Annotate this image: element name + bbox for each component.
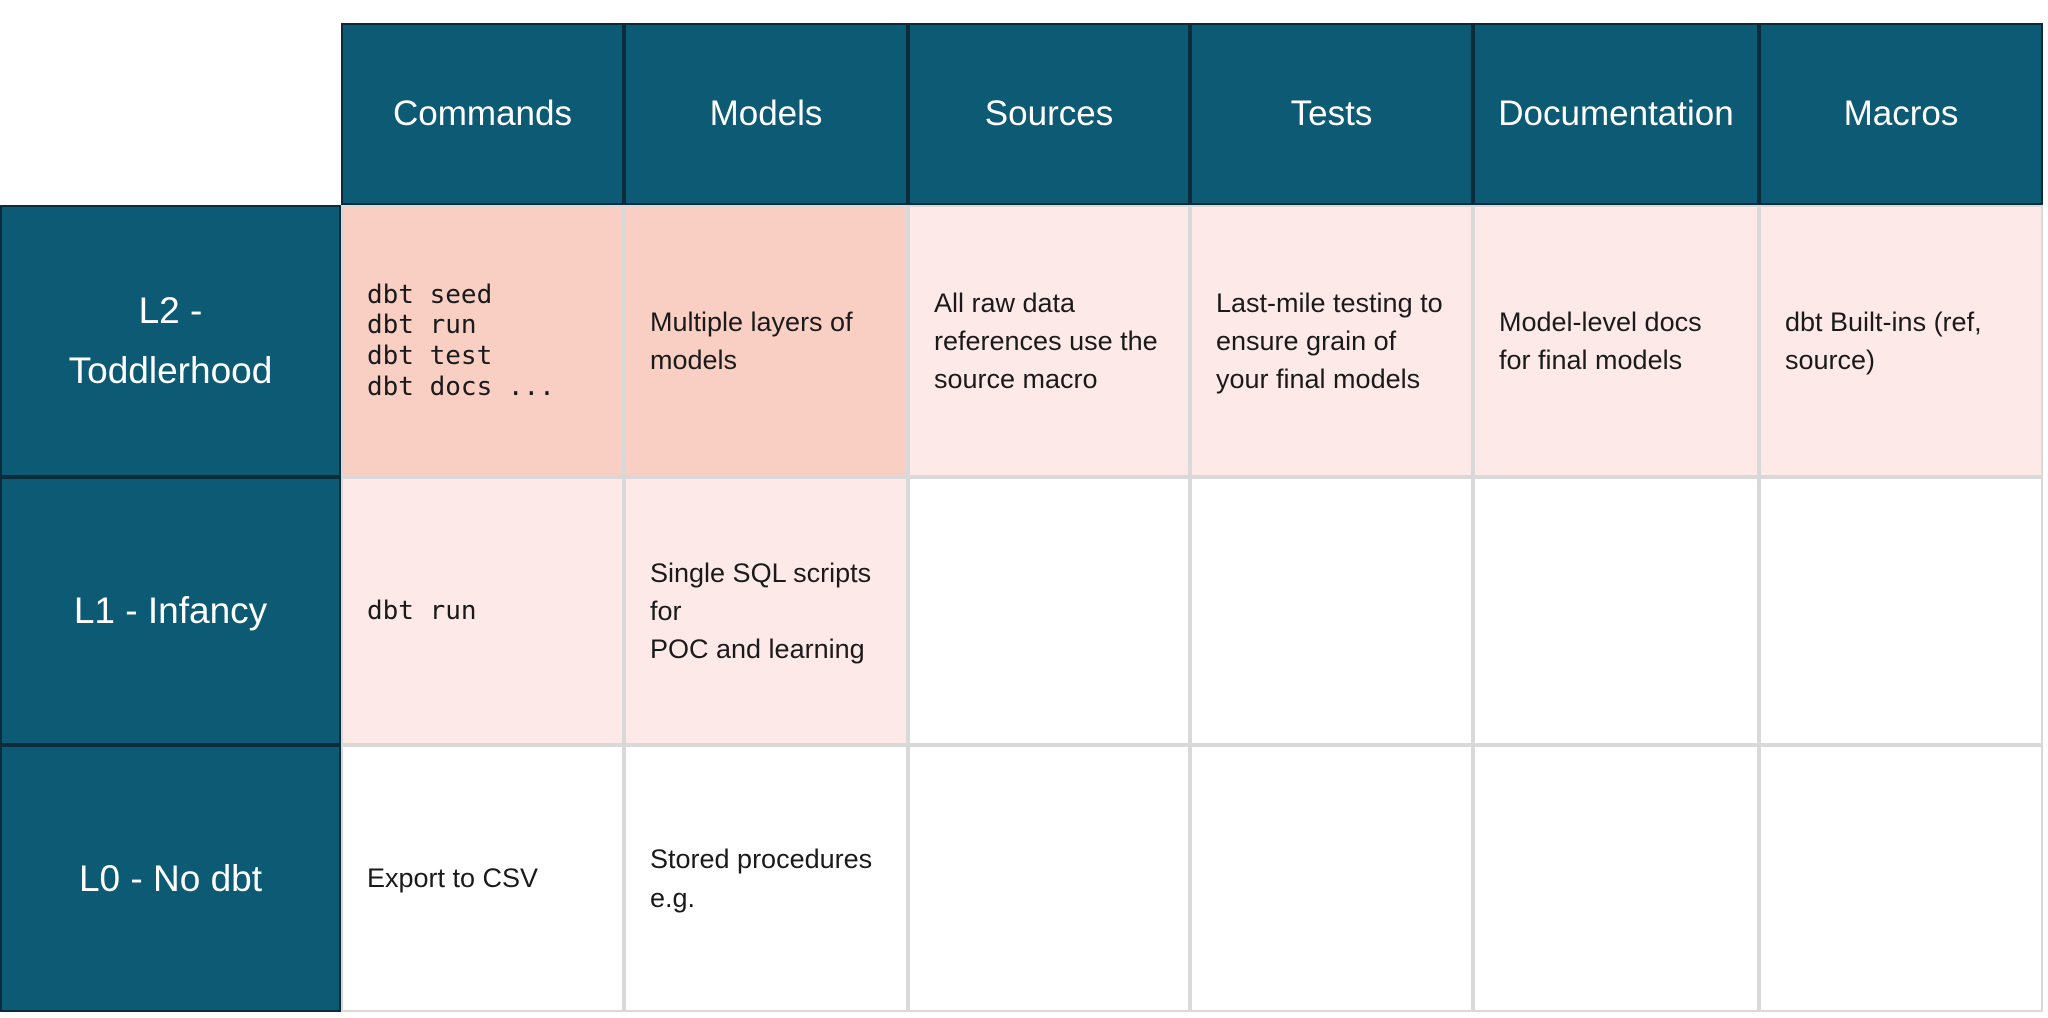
cell-l2-macros: dbt Built-ins (ref, source) bbox=[1759, 205, 2043, 477]
row-label-l0-no-dbt: L0 - No dbt bbox=[0, 745, 341, 1012]
cell-l1-tests bbox=[1190, 477, 1473, 745]
column-header-tests: Tests bbox=[1190, 23, 1473, 205]
row-label-l1-infancy: L1 - Infancy bbox=[0, 477, 341, 745]
row-label-l2-toddlerhood: L2 - Toddlerhood bbox=[0, 205, 341, 477]
column-header-models: Models bbox=[624, 23, 908, 205]
column-header-macros: Macros bbox=[1759, 23, 2043, 205]
cell-l2-documentation: Model-level docs for final models bbox=[1473, 205, 1759, 477]
cell-l0-sources bbox=[908, 745, 1190, 1012]
cell-l0-macros bbox=[1759, 745, 2043, 1012]
column-header-commands: Commands bbox=[341, 23, 624, 205]
maturity-table: Commands Models Sources Tests Documentat… bbox=[0, 23, 2043, 1012]
cell-l1-sources bbox=[908, 477, 1190, 745]
cell-l2-models: Multiple layers of models bbox=[624, 205, 908, 477]
corner-spacer bbox=[0, 23, 341, 205]
column-header-documentation: Documentation bbox=[1473, 23, 1759, 205]
cell-l1-commands: dbt run bbox=[341, 477, 624, 745]
column-header-sources: Sources bbox=[908, 23, 1190, 205]
cell-l2-sources: All raw data references use the source m… bbox=[908, 205, 1190, 477]
cell-l2-tests: Last-mile testing to ensure grain of you… bbox=[1190, 205, 1473, 477]
cell-l1-models: Single SQL scripts for POC and learning bbox=[624, 477, 908, 745]
cell-l0-tests bbox=[1190, 745, 1473, 1012]
cell-l1-documentation bbox=[1473, 477, 1759, 745]
cell-l1-macros bbox=[1759, 477, 2043, 745]
cell-l0-models: Stored procedures e.g. bbox=[624, 745, 908, 1012]
cell-l0-documentation bbox=[1473, 745, 1759, 1012]
cell-l2-commands: dbt seed dbt run dbt test dbt docs ... bbox=[341, 205, 624, 477]
cell-l0-commands: Export to CSV bbox=[341, 745, 624, 1012]
